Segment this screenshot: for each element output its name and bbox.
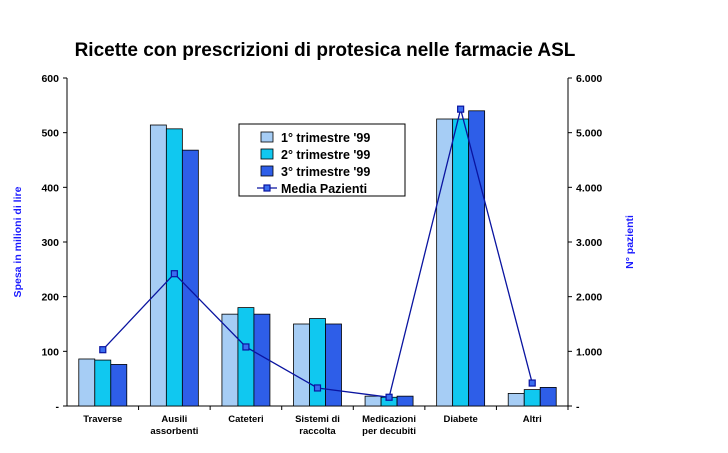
y2-tick-label: 6.000 <box>576 73 602 85</box>
bar <box>468 110 486 407</box>
line-point <box>242 343 250 351</box>
bar <box>436 118 454 407</box>
x-tick-label: Medicazioni per decubiti <box>362 414 416 437</box>
x-tick-label: Ausili assorbenti <box>150 414 198 437</box>
x-tick-label: Altri <box>523 414 542 425</box>
y-tick-label: 100 <box>41 346 59 358</box>
y2-tick-label: 4.000 <box>576 182 602 194</box>
bar <box>364 395 382 407</box>
line-point <box>457 105 465 113</box>
y2-axis-label: N° pazienti <box>624 215 636 269</box>
y-tick-label: 200 <box>41 292 59 304</box>
line-point <box>385 393 393 401</box>
bar <box>221 313 239 407</box>
bar <box>78 358 96 407</box>
bar <box>165 128 183 407</box>
legend-swatch <box>260 131 274 143</box>
bar <box>507 393 525 407</box>
legend-label: 2° trimestre '99 <box>281 148 370 162</box>
chart-title: Ricette con prescrizioni di protesica ne… <box>75 40 576 61</box>
bar <box>94 359 112 407</box>
bar <box>452 118 470 407</box>
bar <box>237 307 255 407</box>
y-tick-label: 400 <box>41 182 59 194</box>
bar <box>110 364 128 407</box>
bar <box>539 387 557 407</box>
legend: 1° trimestre '99 2° trimestre '99 3° trime… <box>238 123 406 197</box>
line-point <box>99 346 107 354</box>
legend-label: 1° trimestre '99 <box>281 131 370 145</box>
x-tick-label: Sistemi di raccolta <box>295 414 340 437</box>
x-tick-label: Traverse <box>83 414 122 425</box>
bar <box>396 395 414 407</box>
y-tick-label: 500 <box>41 128 59 140</box>
legend-swatch <box>260 148 274 160</box>
y2-tick-label: 3.000 <box>576 237 602 249</box>
y-axis-label: Spesa in milioni di lire <box>12 186 24 297</box>
plot-area: - 100 200 300 400 500 600 - 1.000 2.000 3.000 4.000… <box>41 73 602 437</box>
y2-tick-label: 1.000 <box>576 346 602 358</box>
bar <box>523 389 541 407</box>
bar <box>149 124 167 407</box>
line-point <box>313 384 322 392</box>
x-tick-label: Diabete <box>443 414 477 425</box>
x-tick-label: Cateteri <box>228 414 263 425</box>
bar <box>309 318 326 407</box>
y-tick-label: 300 <box>41 237 59 249</box>
line-point <box>170 270 178 278</box>
bar <box>181 149 199 407</box>
bar <box>325 323 342 407</box>
y2-tick-label: 5.000 <box>576 128 602 140</box>
y2-tick-label: 2.000 <box>576 292 602 304</box>
legend-swatch <box>260 165 274 177</box>
y2-tick-label: - <box>576 401 580 413</box>
line-point <box>528 379 536 387</box>
y-tick-label: 600 <box>41 73 59 85</box>
legend-marker <box>263 184 271 192</box>
y-tick-label: - <box>56 401 60 413</box>
legend-label: Media Pazienti <box>281 182 367 196</box>
legend-label: 3° trimestre '99 <box>281 165 370 179</box>
bar <box>293 323 310 407</box>
